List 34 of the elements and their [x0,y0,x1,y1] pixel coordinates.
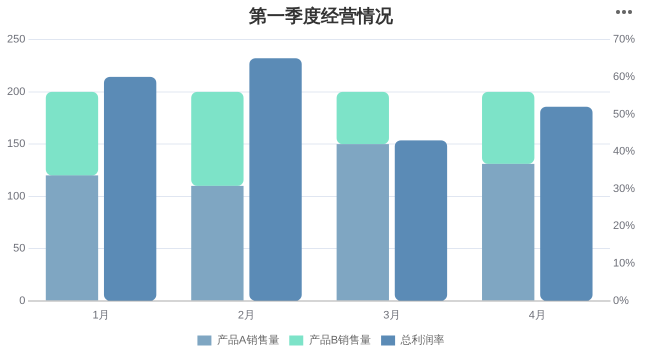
y2-tick-label: 20% [612,220,636,232]
bar [46,92,98,176]
y-tick-label: 50 [13,242,26,255]
x-tick-label: 2月 [238,309,256,322]
y2-tick-label: 70% [612,34,636,46]
bar [482,164,534,300]
bar [104,76,156,301]
y-tick-label: 250 [6,34,26,46]
bar [540,106,593,301]
y-tick-label: 200 [6,86,26,98]
x-tick-label: 4月 [528,309,546,322]
y-tick-label: 0 [19,294,26,307]
bar [46,175,98,300]
chart-title: 第一季度经营情况 [248,6,394,26]
y2-tick-label: 30% [612,182,636,195]
bar [249,58,302,301]
y2-tick-label: 0% [612,294,630,307]
bar [336,144,389,300]
x-tick-label: 3月 [383,309,400,322]
y-tick-label: 100 [6,190,26,202]
bar [336,92,389,144]
y2-tick-label: 50% [612,108,636,120]
legend-label: 总利润率 [400,334,445,347]
legend-label: 产品B销售量 [308,334,372,347]
y2-tick-label: 10% [612,258,636,270]
y2-tick-label: 40% [612,146,636,158]
bar [191,92,244,186]
bar [191,186,244,300]
bar [482,92,534,164]
legend-label: 产品A销售量 [216,334,280,347]
y-tick-label: 150 [6,138,26,150]
bar [394,140,448,301]
y2-tick-label: 60% [612,70,636,83]
x-tick-label: 1月 [92,309,110,322]
